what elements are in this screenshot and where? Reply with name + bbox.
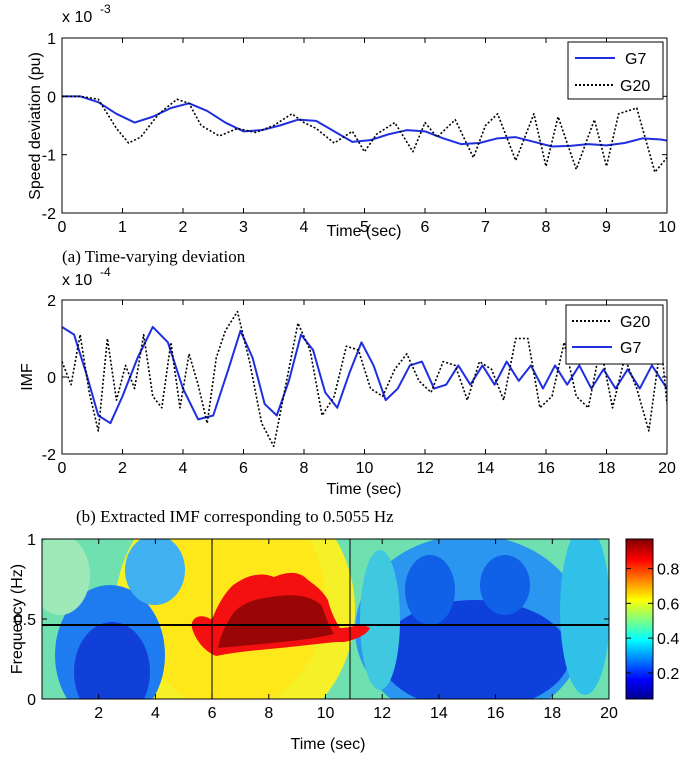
panel-b-ylabel: IMF <box>19 363 36 391</box>
series-line-g7 <box>62 325 667 425</box>
panel-c: 2 4 6 8 10 12 14 16 18 20 1 0.5 0 Frequency (Hz) Tim… <box>9 532 679 753</box>
panel-b-exponent-power: -4 <box>100 265 111 279</box>
colorbar: 0.8 0.6 0.4 0.2 <box>625 538 679 700</box>
panel-a-legend-box <box>567 41 664 100</box>
x-tick-label: 12 <box>373 705 391 722</box>
colorbar-tick-label: 0.8 <box>657 562 679 579</box>
x-tick-label: 6 <box>239 460 248 477</box>
colorbar-tick-label: 0.2 <box>657 666 679 683</box>
panel-b-xlabel: Time (sec) <box>327 481 402 498</box>
x-tick-label: 1 <box>118 219 127 236</box>
x-tick-label: 10 <box>317 705 335 722</box>
x-tick-label: 16 <box>537 460 555 477</box>
y-tick-label: 2 <box>47 293 56 310</box>
panel-b-legend-box <box>565 304 664 365</box>
y-tick-label: 1 <box>27 532 36 549</box>
x-tick-label: 10 <box>658 219 676 236</box>
panel-a-legend-g7-label: G7 <box>625 51 646 68</box>
y-tick-label: 0.5 <box>14 612 36 629</box>
x-tick-label: 14 <box>430 705 448 722</box>
y-tick-label: 0 <box>27 692 36 709</box>
x-tick-label: 8 <box>542 219 551 236</box>
panel-c-ylabel: Frequency (Hz) <box>9 564 26 674</box>
panel-a-legend-g20-label: G20 <box>620 78 650 95</box>
x-tick-label: 18 <box>598 460 616 477</box>
x-tick-label: 18 <box>543 705 561 722</box>
x-tick-label: 2 <box>94 705 103 722</box>
x-tick-label: 3 <box>239 219 248 236</box>
x-tick-label: 5 <box>360 219 369 236</box>
panel-b-exponent-base: x 10 <box>62 272 92 289</box>
panel-a-ylabel: Speed deviation (pu) <box>27 52 44 200</box>
x-tick-label: 12 <box>416 460 434 477</box>
panel-a-exponent-power: -3 <box>100 2 111 16</box>
colorbar-gradient <box>625 538 654 700</box>
y-tick-label: 1 <box>47 31 56 48</box>
colorbar-ticks: 0.8 0.6 0.4 0.2 <box>626 562 679 683</box>
panel-a-legend: G7 G20 <box>567 41 664 100</box>
panel-c-ticks: 2 4 6 8 10 12 14 16 18 20 1 0.5 0 <box>14 532 618 722</box>
panel-a-series <box>62 95 667 173</box>
panel-b-legend-g7-label: G7 <box>620 340 641 357</box>
x-tick-label: 4 <box>179 460 188 477</box>
x-tick-label: 2 <box>118 460 127 477</box>
colorbar-tick-label: 0.6 <box>657 596 679 613</box>
panel-a-exponent-base: x 10 <box>62 9 92 26</box>
panel-b-legend-g20-label: G20 <box>620 314 650 331</box>
heatmap-darkred-region <box>218 595 334 648</box>
colorbar-tick-label: 0.4 <box>657 631 679 648</box>
x-tick-label: 0 <box>58 460 67 477</box>
panel-c-xlabel: Time (sec) <box>291 736 366 753</box>
x-tick-label: 14 <box>477 460 495 477</box>
x-tick-label: 4 <box>151 705 160 722</box>
x-tick-label: 7 <box>481 219 490 236</box>
y-tick-label: -2 <box>42 447 56 464</box>
panel-a-xlabel: Time (sec) <box>327 223 402 240</box>
x-tick-label: 8 <box>300 460 309 477</box>
x-tick-label: 0 <box>58 219 67 236</box>
x-tick-label: 2 <box>179 219 188 236</box>
x-tick-label: 20 <box>600 705 618 722</box>
panel-b-legend: G20 G7 <box>565 304 664 365</box>
x-tick-label: 8 <box>264 705 273 722</box>
series-line-g20 <box>62 95 667 173</box>
y-tick-label: -1 <box>42 148 56 165</box>
x-tick-label: 6 <box>208 705 217 722</box>
x-tick-label: 16 <box>487 705 505 722</box>
series-line-g7 <box>62 95 667 148</box>
x-tick-label: 20 <box>658 460 676 477</box>
panel-b-series <box>62 310 667 448</box>
x-tick-label: 9 <box>602 219 611 236</box>
y-tick-label: -2 <box>42 206 56 223</box>
y-tick-label: 0 <box>47 370 56 387</box>
panel-b-caption: (b) Extracted IMF corresponding to 0.505… <box>76 507 394 526</box>
panel-c-heatmap <box>42 539 609 699</box>
x-tick-label: 4 <box>300 219 309 236</box>
y-tick-label: 0 <box>47 89 56 106</box>
x-tick-label: 10 <box>356 460 374 477</box>
x-tick-label: 6 <box>421 219 430 236</box>
panel-a-caption: (a) Time-varying deviation <box>62 247 246 266</box>
